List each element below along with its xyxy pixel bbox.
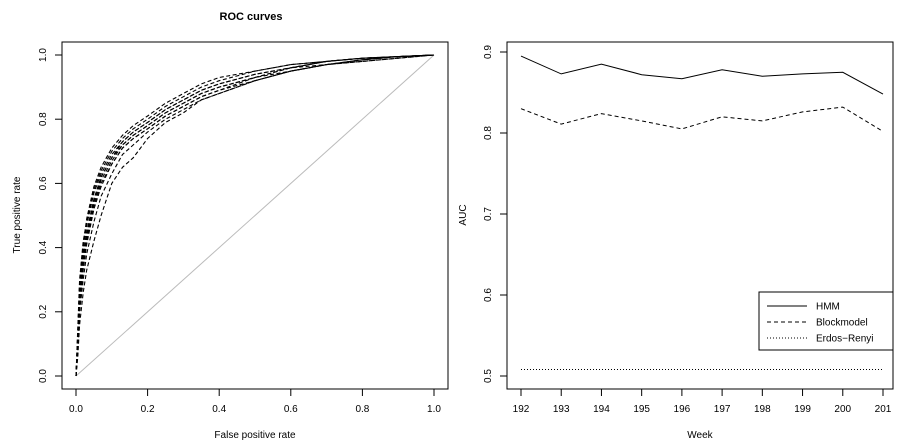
auc-y-tick-label: 0.5 — [483, 369, 494, 383]
legend-label-hmm: HMM — [816, 302, 840, 313]
roc-plot-frame — [61, 41, 449, 390]
roc-x-tick-label: 0.0 — [69, 404, 83, 415]
roc-curve-7 — [75, 54, 435, 377]
auc-y-axis: 0.5 0.6 0.7 0.8 0.9 — [483, 45, 507, 383]
roc-x-tick-label: 0.2 — [141, 404, 155, 415]
roc-title: ROC curves — [220, 11, 283, 23]
auc-line-blockmodel — [520, 106, 884, 132]
auc-x-tick-label: 195 — [633, 404, 650, 415]
auc-x-tick-label: 200 — [834, 404, 851, 415]
auc-x-tick-label: 199 — [794, 404, 811, 415]
auc-y-tick-label: 0.6 — [483, 288, 494, 302]
legend-label-erdos-renyi: Erdos−Renyi — [816, 334, 874, 345]
roc-curves-group — [75, 54, 435, 377]
roc-x-axis-title: False positive rate — [214, 430, 296, 441]
roc-y-axis: 0.0 0.2 0.4 0.6 0.8 1.0 — [38, 48, 62, 383]
roc-curve-10 — [75, 54, 435, 377]
auc-series-group — [520, 55, 884, 370]
auc-plot-frame — [506, 41, 894, 390]
roc-curve-3 — [75, 54, 435, 377]
roc-x-tick-label: 0.8 — [355, 404, 369, 415]
auc-x-axis: 192 193 194 195 196 197 198 199 200 201 — [513, 389, 892, 415]
auc-y-tick-label: 0.7 — [483, 207, 494, 221]
legend-label-blockmodel: Blockmodel — [816, 318, 868, 329]
auc-x-tick-label: 201 — [875, 404, 892, 415]
roc-curve-9 — [75, 54, 435, 377]
roc-y-axis-title: True positive rate — [12, 176, 23, 253]
auc-y-tick-label: 0.9 — [483, 45, 494, 59]
auc-legend: HMM Blockmodel Erdos−Renyi — [758, 291, 894, 351]
roc-x-axis: 0.0 0.2 0.4 0.6 0.8 1.0 — [69, 389, 441, 415]
auc-legend-box — [758, 291, 894, 351]
roc-y-tick-label: 0.2 — [38, 304, 49, 318]
auc-x-tick-label: 194 — [593, 404, 610, 415]
roc-curve-1 — [75, 54, 435, 377]
roc-x-tick-label: 1.0 — [427, 404, 441, 415]
roc-y-tick-label: 0.6 — [38, 176, 49, 190]
auc-x-tick-label: 197 — [714, 404, 731, 415]
roc-y-tick-label: 1.0 — [38, 48, 49, 62]
roc-x-tick-label: 0.4 — [212, 404, 226, 415]
roc-curve-5 — [75, 54, 435, 377]
auc-x-tick-label: 193 — [553, 404, 570, 415]
auc-x-tick-label: 196 — [674, 404, 691, 415]
roc-y-tick-label: 0.4 — [38, 240, 49, 254]
roc-panel: ROC curves 0.0 0.2 0.4 0.6 0.8 1.0 0.00.20.40… — [12, 11, 449, 441]
auc-line-hmm — [520, 55, 884, 95]
roc-diagonal-reference-line — [75, 54, 435, 377]
roc-curve-8 — [75, 54, 435, 377]
auc-panel: 192 193 194 195 196 197 198 199 200 201 0.5 0.6 0.7… — [458, 41, 894, 441]
roc-y-tick-label: 0.0 — [38, 369, 49, 383]
auc-x-tick-label: 192 — [513, 404, 530, 415]
auc-y-axis-title: AUC — [458, 204, 469, 225]
roc-y-tick-label: 0.8 — [38, 112, 49, 126]
auc-x-tick-label: 198 — [754, 404, 771, 415]
roc-x-tick-label: 0.6 — [284, 404, 298, 415]
auc-y-tick-label: 0.8 — [483, 126, 494, 140]
auc-x-axis-title: Week — [687, 430, 713, 441]
